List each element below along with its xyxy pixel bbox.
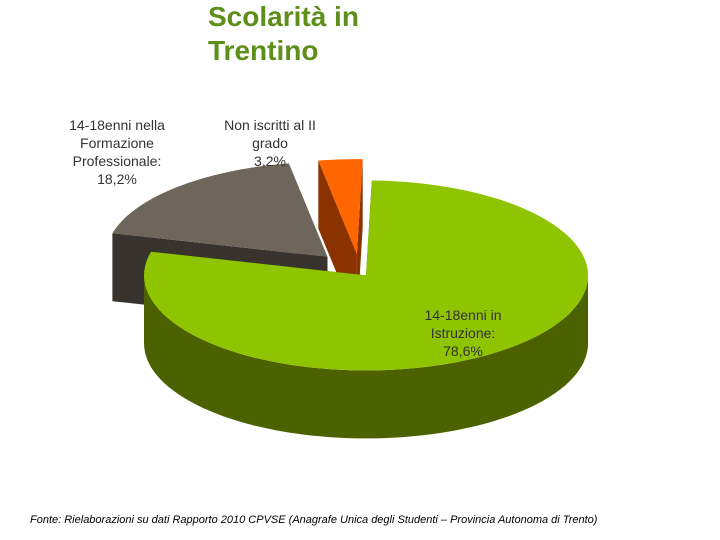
value-label: 18,2% xyxy=(97,171,137,187)
data-label: 14-18enni nella Formazione Professionale… xyxy=(58,116,176,188)
data-label: Non iscritti al II grado 3,2% xyxy=(212,116,328,170)
category-label: Non iscritti al II grado xyxy=(224,117,316,151)
data-label: 14-18enni in Istruzione: 78,6% xyxy=(408,306,518,360)
source-note: Fonte: Rielaborazioni su dati Rapporto 2… xyxy=(30,514,598,526)
slice xyxy=(318,159,363,255)
slice xyxy=(144,180,589,371)
slice xyxy=(112,163,328,257)
category-label: 14-18enni in Istruzione: xyxy=(424,307,502,341)
slice-side xyxy=(144,275,588,439)
value-label: 78,6% xyxy=(443,343,483,359)
value-label: 3,2% xyxy=(254,153,286,169)
category-label: 14-18enni nella Formazione Professionale… xyxy=(69,117,165,169)
chart-title: Scolarità in Trentino xyxy=(208,1,359,66)
